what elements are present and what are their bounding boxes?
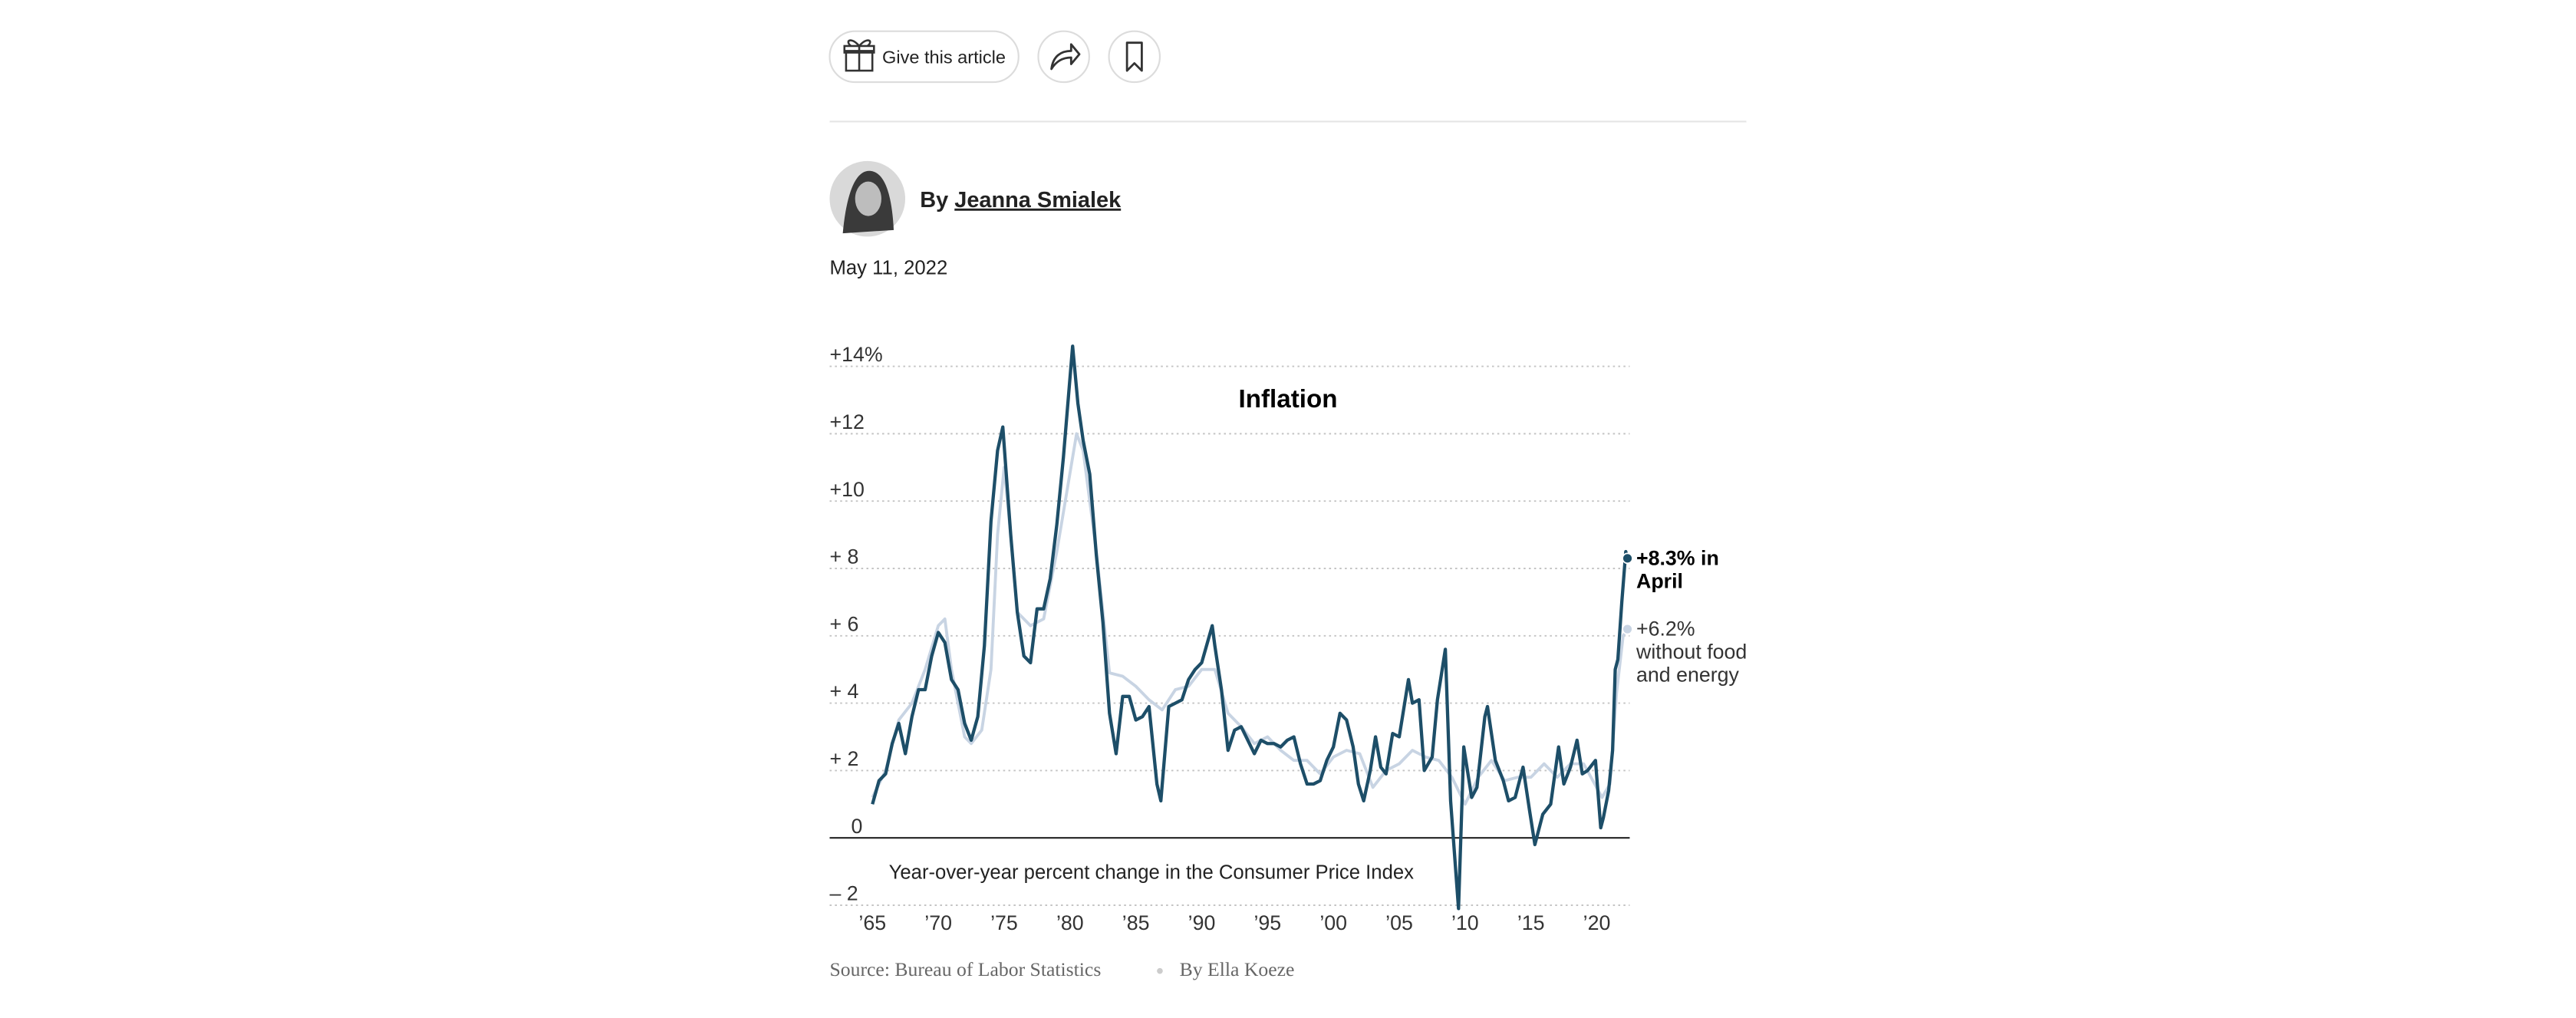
series-label-line: without food — [1636, 641, 1747, 664]
chart-credit: By Ella Koeze — [1180, 958, 1295, 980]
chart: Inflation Year-over-year percent change … — [829, 343, 1747, 980]
author-link[interactable]: Jeanna Smialek — [954, 188, 1122, 212]
y-tick-label: + 2 — [829, 747, 858, 770]
end-dot — [1622, 552, 1633, 565]
y-tick-label: + 8 — [829, 545, 858, 568]
avatar — [829, 160, 906, 237]
series-label-line: and energy — [1636, 664, 1739, 687]
gift-icon — [843, 39, 875, 72]
x-tick-label: ’85 — [1122, 911, 1150, 934]
x-tick-label: ’70 — [924, 911, 952, 934]
x-tick-label: ’20 — [1583, 911, 1611, 934]
series-line — [871, 344, 1629, 911]
series-label-line: April — [1636, 569, 1683, 592]
series-line — [871, 432, 1629, 806]
series-label-line: +8.3% in — [1636, 546, 1719, 569]
share-icon — [1050, 43, 1081, 71]
share-outline[interactable] — [1037, 30, 1090, 84]
y-tick-label: 0 — [851, 815, 862, 838]
chart-subtitle: Year-over-year percent change in the Con… — [889, 862, 1415, 884]
chart-title: Inflation — [1238, 385, 1337, 413]
x-tick-label: ’95 — [1253, 911, 1281, 934]
x-tick-label: ’00 — [1319, 911, 1347, 934]
series-label: +6.2% without food and energy — [1636, 618, 1747, 687]
x-tick-label: ’65 — [858, 911, 886, 934]
y-tick-label: +14% — [829, 343, 882, 366]
gift-button-outline[interactable] — [828, 30, 1020, 84]
byline: By Jeanna Smialek — [920, 188, 1122, 212]
chart-source: Source: Bureau of Labor Statistics — [829, 958, 1101, 980]
y-tick-label: +12 — [829, 410, 864, 433]
save-outline[interactable] — [1108, 30, 1161, 84]
series-label: +8.3% in April — [1636, 546, 1719, 592]
x-tick-label: ’90 — [1188, 911, 1216, 934]
bookmark-icon — [1125, 41, 1143, 72]
x-tick-label: ’15 — [1517, 911, 1545, 934]
x-tick-label: ’10 — [1451, 911, 1479, 934]
share-button[interactable] — [1037, 30, 1090, 84]
separator-dot — [1157, 967, 1163, 974]
end-dot — [1622, 623, 1633, 635]
avatar-face — [855, 181, 881, 216]
save-button[interactable] — [1108, 30, 1161, 84]
x-tick-label: ’75 — [990, 911, 1018, 934]
byline-prefix: By — [920, 188, 948, 212]
gift-button[interactable]: Give this article — [828, 30, 1020, 84]
y-tick-label: + 6 — [829, 612, 858, 635]
x-tick-label: ’05 — [1385, 911, 1413, 934]
y-tick-label: – 2 — [829, 882, 858, 905]
date: May 11, 2022 — [829, 258, 947, 279]
series-label-line: +6.2% — [1636, 618, 1695, 641]
y-tick-label: + 4 — [829, 680, 858, 703]
gift-label[interactable]: Give this article — [882, 47, 1006, 67]
x-tick-label: ’80 — [1056, 911, 1084, 934]
y-tick-label: +10 — [829, 478, 864, 501]
